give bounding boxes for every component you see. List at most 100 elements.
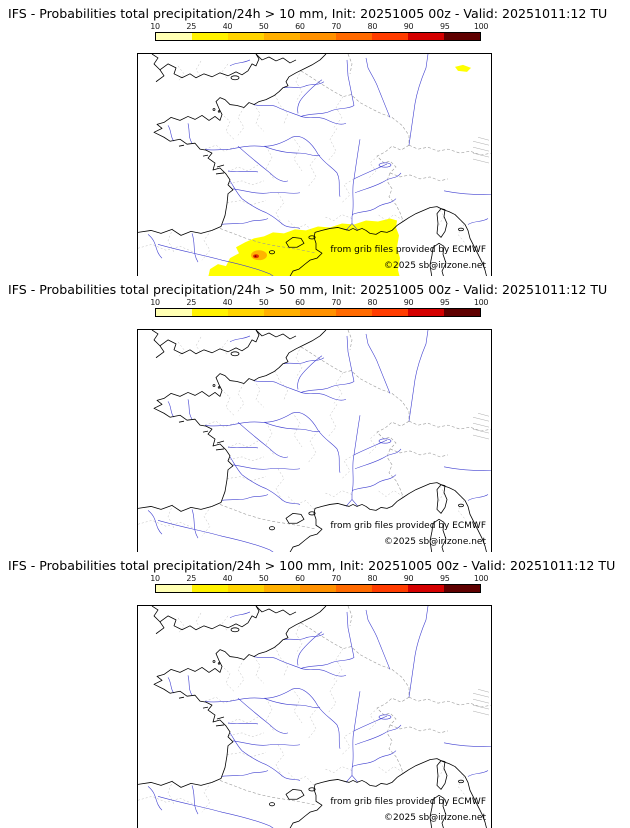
colorbar-segment — [372, 309, 408, 316]
coastline-layer — [138, 330, 487, 552]
colorbar-tick: 90 — [403, 22, 414, 31]
colorbar-tick: 95 — [439, 22, 450, 31]
colorbar-tick: 100 — [473, 298, 489, 307]
colorbar-segment — [228, 33, 264, 40]
colorbar-segment — [300, 33, 336, 40]
map-svg — [138, 54, 491, 276]
colorbar-segment — [192, 309, 228, 316]
forecast-panel-10mm: IFS - Probabilities total precipitation/… — [0, 0, 630, 276]
colorbar-segment — [444, 309, 480, 316]
terrain-hatch — [472, 689, 490, 716]
colorbar-segment — [156, 309, 192, 316]
probability-colorbar: 10 25 40 50 60 70 80 90 95 100 — [150, 298, 488, 317]
colorbar-tick: 95 — [439, 574, 450, 583]
colorbar-segment — [336, 585, 372, 592]
colorbar-tick: 40 — [222, 574, 233, 583]
colorbar-tick: 10 — [150, 22, 160, 31]
colorbar-segment — [264, 585, 300, 592]
map-france: from grib files provided by ECMWF ©2025 … — [137, 329, 492, 552]
colorbar-tick: 60 — [295, 574, 305, 583]
colorbar-tick: 50 — [258, 574, 269, 583]
colorbar-segment — [192, 33, 228, 40]
terrain-hatch — [472, 137, 490, 164]
map-svg — [138, 606, 491, 828]
colorbar-segment — [192, 585, 228, 592]
map-canvas — [138, 330, 491, 552]
colorbar-tick: 100 — [473, 574, 489, 583]
map-canvas — [138, 54, 491, 276]
attribution-provider: from grib files provided by ECMWF — [330, 245, 486, 255]
colorbar-segment — [444, 585, 480, 592]
forecast-panel-100mm: IFS - Probabilities total precipitation/… — [0, 552, 630, 828]
colorbar-ticks: 10 25 40 50 60 70 80 90 95 100 — [150, 574, 488, 584]
colorbar-tick: 80 — [367, 298, 378, 307]
colorbar-tick: 70 — [331, 22, 341, 31]
colorbar-segment — [336, 309, 372, 316]
colorbar-gradient — [155, 308, 481, 317]
colorbar-tick: 40 — [222, 22, 233, 31]
coastline-layer — [138, 54, 487, 276]
colorbar-tick: 90 — [403, 298, 414, 307]
country-border-layer — [219, 606, 491, 806]
admin-boundary-layer — [138, 336, 467, 537]
coastline-layer — [138, 606, 487, 828]
colorbar-tick: 50 — [258, 22, 269, 31]
colorbar-tick: 60 — [295, 22, 305, 31]
precip-overlay — [208, 64, 471, 276]
colorbar-segment — [372, 585, 408, 592]
colorbar-segment — [444, 33, 480, 40]
colorbar-tick: 50 — [258, 298, 269, 307]
colorbar-segment — [264, 309, 300, 316]
map-canvas — [138, 606, 491, 828]
colorbar-segment — [336, 33, 372, 40]
colorbar-tick: 25 — [186, 298, 197, 307]
small-islands — [178, 627, 464, 807]
small-islands — [178, 351, 464, 531]
colorbar-tick: 60 — [295, 298, 305, 307]
map-france: from grib files provided by ECMWF ©2025 … — [137, 605, 492, 828]
panel-title: IFS - Probabilities total precipitation/… — [8, 282, 608, 297]
terrain-hatch — [472, 413, 490, 440]
colorbar-segment — [156, 33, 192, 40]
attribution-copyright: ©2025 sb@irizone.net — [384, 813, 486, 823]
colorbar-tick: 10 — [150, 298, 160, 307]
river-layer — [147, 330, 491, 552]
colorbar-tick: 70 — [331, 574, 341, 583]
river-layer — [147, 54, 491, 276]
colorbar-tick: 70 — [331, 298, 341, 307]
country-border-layer — [219, 54, 491, 254]
colorbar-gradient — [155, 584, 481, 593]
colorbar-segment — [372, 33, 408, 40]
colorbar-tick: 10 — [150, 574, 160, 583]
colorbar-tick: 100 — [473, 22, 489, 31]
colorbar-tick: 95 — [439, 298, 450, 307]
colorbar-segment — [264, 33, 300, 40]
attribution-copyright: ©2025 sb@irizone.net — [384, 537, 486, 547]
probability-colorbar: 10 25 40 50 60 70 80 90 95 100 — [150, 22, 488, 41]
colorbar-segment — [228, 309, 264, 316]
river-layer — [147, 606, 491, 828]
attribution-copyright: ©2025 sb@irizone.net — [384, 261, 486, 271]
panel-title: IFS - Probabilities total precipitation/… — [8, 6, 608, 21]
map-svg — [138, 330, 491, 552]
colorbar-tick: 40 — [222, 298, 233, 307]
attribution-provider: from grib files provided by ECMWF — [330, 797, 486, 807]
colorbar-ticks: 10 25 40 50 60 70 80 90 95 100 — [150, 298, 488, 308]
attribution-provider: from grib files provided by ECMWF — [330, 521, 486, 531]
country-border-layer — [219, 330, 491, 530]
panel-title: IFS - Probabilities total precipitation/… — [8, 558, 616, 573]
colorbar-segment — [156, 585, 192, 592]
colorbar-tick: 25 — [186, 574, 197, 583]
colorbar-segment — [228, 585, 264, 592]
colorbar-segment — [408, 585, 444, 592]
probability-colorbar: 10 25 40 50 60 70 80 90 95 100 — [150, 574, 488, 593]
colorbar-gradient — [155, 32, 481, 41]
colorbar-tick: 90 — [403, 574, 414, 583]
admin-boundary-layer — [138, 612, 467, 813]
colorbar-segment — [408, 309, 444, 316]
forecast-panel-50mm: IFS - Probabilities total precipitation/… — [0, 276, 630, 552]
colorbar-ticks: 10 25 40 50 60 70 80 90 95 100 — [150, 22, 488, 32]
colorbar-tick: 80 — [367, 22, 378, 31]
small-islands — [178, 75, 464, 255]
